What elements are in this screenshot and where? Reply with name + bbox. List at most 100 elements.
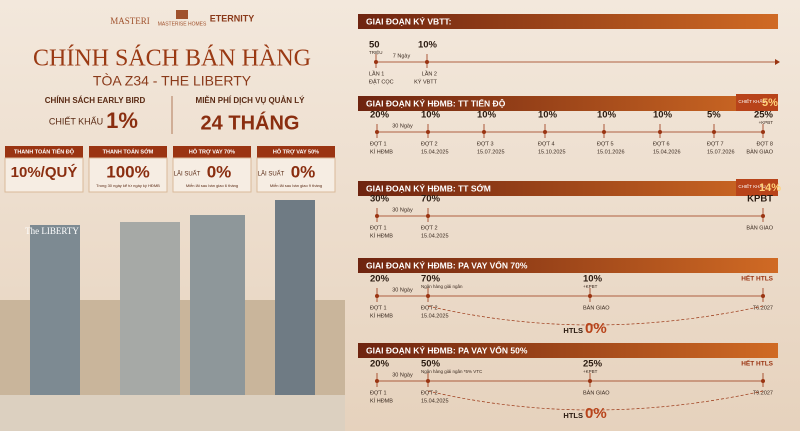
section-title: GIAI ĐOẠN KÝ HĐMB: PA VAY VỐN 70% <box>366 259 528 270</box>
point-label: 15.10.2025 <box>538 149 566 155</box>
point-value: 70% <box>421 274 441 285</box>
point-sub: +KPBT <box>583 369 598 374</box>
point-value: 50 <box>369 40 380 51</box>
point-sub: +KPBT <box>583 284 598 289</box>
point-value: 50% <box>421 359 441 370</box>
point-value: 20% <box>370 274 390 285</box>
point-value: 20% <box>370 110 390 121</box>
point-value: 30% <box>370 194 390 205</box>
section-header <box>358 258 778 273</box>
point-label: 15.01.2026 <box>597 149 625 155</box>
badge-value: 5% <box>762 97 778 109</box>
point-label: 15.04.2025 <box>421 149 449 155</box>
point-value: 25% <box>583 359 603 370</box>
highlight-value: 24 THÁNG <box>201 111 300 134</box>
point-label: BÀN GIAO <box>583 304 610 311</box>
card-value: 100% <box>106 162 149 181</box>
point-label: 15.04.2025 <box>421 233 449 239</box>
point-label: 15.04.2025 <box>421 313 449 319</box>
logo-icon <box>176 10 188 19</box>
point-label: ĐỢT 1 <box>370 225 387 231</box>
point-label: ĐỢT 2 <box>421 225 438 231</box>
point-value: 10% <box>597 110 617 121</box>
card-note: Trong 30 ngày kể từ ngày ký HĐMB <box>96 183 160 188</box>
point-value: 10% <box>418 40 438 51</box>
point-value: HẾT HTLS <box>741 273 773 283</box>
point-label: ĐỢT 7 <box>707 141 724 147</box>
card-prefix: LÃI SUẤT <box>174 171 201 178</box>
dot <box>426 130 430 134</box>
title: CHÍNH SÁCH BÁN HÀNG <box>33 46 311 72</box>
dot <box>712 130 716 134</box>
logo: ETERNITY <box>210 13 255 23</box>
htls-value: 0% <box>585 320 607 337</box>
htls-value: 0% <box>585 405 607 422</box>
card-title: HỖ TRỢ VAY 70% <box>189 148 235 155</box>
card-title: THANH TOÁN SỚM <box>103 147 154 155</box>
htls-arc <box>427 390 764 411</box>
point-label: BÀN GIAO <box>746 148 773 155</box>
card-header <box>257 146 335 158</box>
dot <box>375 379 379 383</box>
dot <box>374 60 378 64</box>
building-label: The LIBERTY <box>25 226 79 236</box>
dot <box>426 294 430 298</box>
card-title: HỖ TRỢ VAY 50% <box>273 148 319 155</box>
badge-label: CHIẾT KHẤU <box>738 98 765 104</box>
card-body <box>4 157 84 193</box>
section-header <box>358 343 778 358</box>
point-label: LẦN 1 <box>369 70 384 77</box>
dot <box>426 214 430 218</box>
point-label: ĐỢT 2 <box>421 141 438 147</box>
arrow <box>775 59 780 65</box>
point-label: ĐỢT 1 <box>370 305 387 311</box>
subtitle: TÒA Z34 - THE LIBERTY <box>93 73 252 89</box>
point-sub: TRIỆU <box>369 48 383 55</box>
point-value: 25% <box>754 110 774 121</box>
card-header <box>173 146 251 158</box>
gap-label: 7 Ngày <box>393 53 411 59</box>
card-value: 0% <box>207 162 232 181</box>
dot <box>588 294 592 298</box>
section-header <box>358 14 778 29</box>
htls-label: HTLS <box>563 411 583 420</box>
dot <box>761 214 765 218</box>
point-label: BÀN GIAO <box>583 389 610 396</box>
point-label: 15.04.2026 <box>653 149 681 155</box>
card-value: 0% <box>291 162 316 181</box>
dot <box>761 130 765 134</box>
point-value: 5% <box>707 110 721 121</box>
dot <box>375 130 379 134</box>
dot <box>761 294 765 298</box>
point-label: KÍ HĐMB <box>370 397 393 404</box>
card-prefix: LÃI SUẤT <box>258 171 285 178</box>
point-value: 10% <box>477 110 497 121</box>
point-sub: Ngân hàng giải ngân <box>421 284 463 289</box>
point-label: ĐỢT 6 <box>653 141 670 147</box>
point-label: ĐỢT 1 <box>370 141 387 147</box>
point-value: 20% <box>370 359 390 370</box>
point-label: T6.2027 <box>753 305 773 311</box>
point-label: LẦN 2 <box>422 70 437 77</box>
point-label: ĐỢT 3 <box>477 141 494 147</box>
point-value: HẾT HTLS <box>741 358 773 368</box>
dot <box>588 379 592 383</box>
point-label: ĐỢT 2 <box>421 305 438 311</box>
point-label: ĐỢT 1 <box>370 390 387 396</box>
point-label: ĐẶT CỌC <box>369 78 394 85</box>
gap-label: 30 Ngày <box>392 207 413 213</box>
point-value: 10% <box>583 274 603 285</box>
point-value: 70% <box>421 194 441 205</box>
point-label: ĐỢT 8 <box>756 141 773 147</box>
point-value: 10% <box>421 110 441 121</box>
point-label: KÍ HĐMB <box>370 148 393 155</box>
building <box>0 200 345 431</box>
card-body <box>172 157 252 193</box>
point-label: T9.2027 <box>753 390 773 396</box>
section-header <box>358 96 778 111</box>
point-label: BÀN GIAO <box>746 224 773 231</box>
point-value: 10% <box>653 110 673 121</box>
section-title: GIAI ĐOẠN KÝ VBTT: <box>366 15 452 26</box>
gap-label: 30 Ngày <box>392 287 413 293</box>
